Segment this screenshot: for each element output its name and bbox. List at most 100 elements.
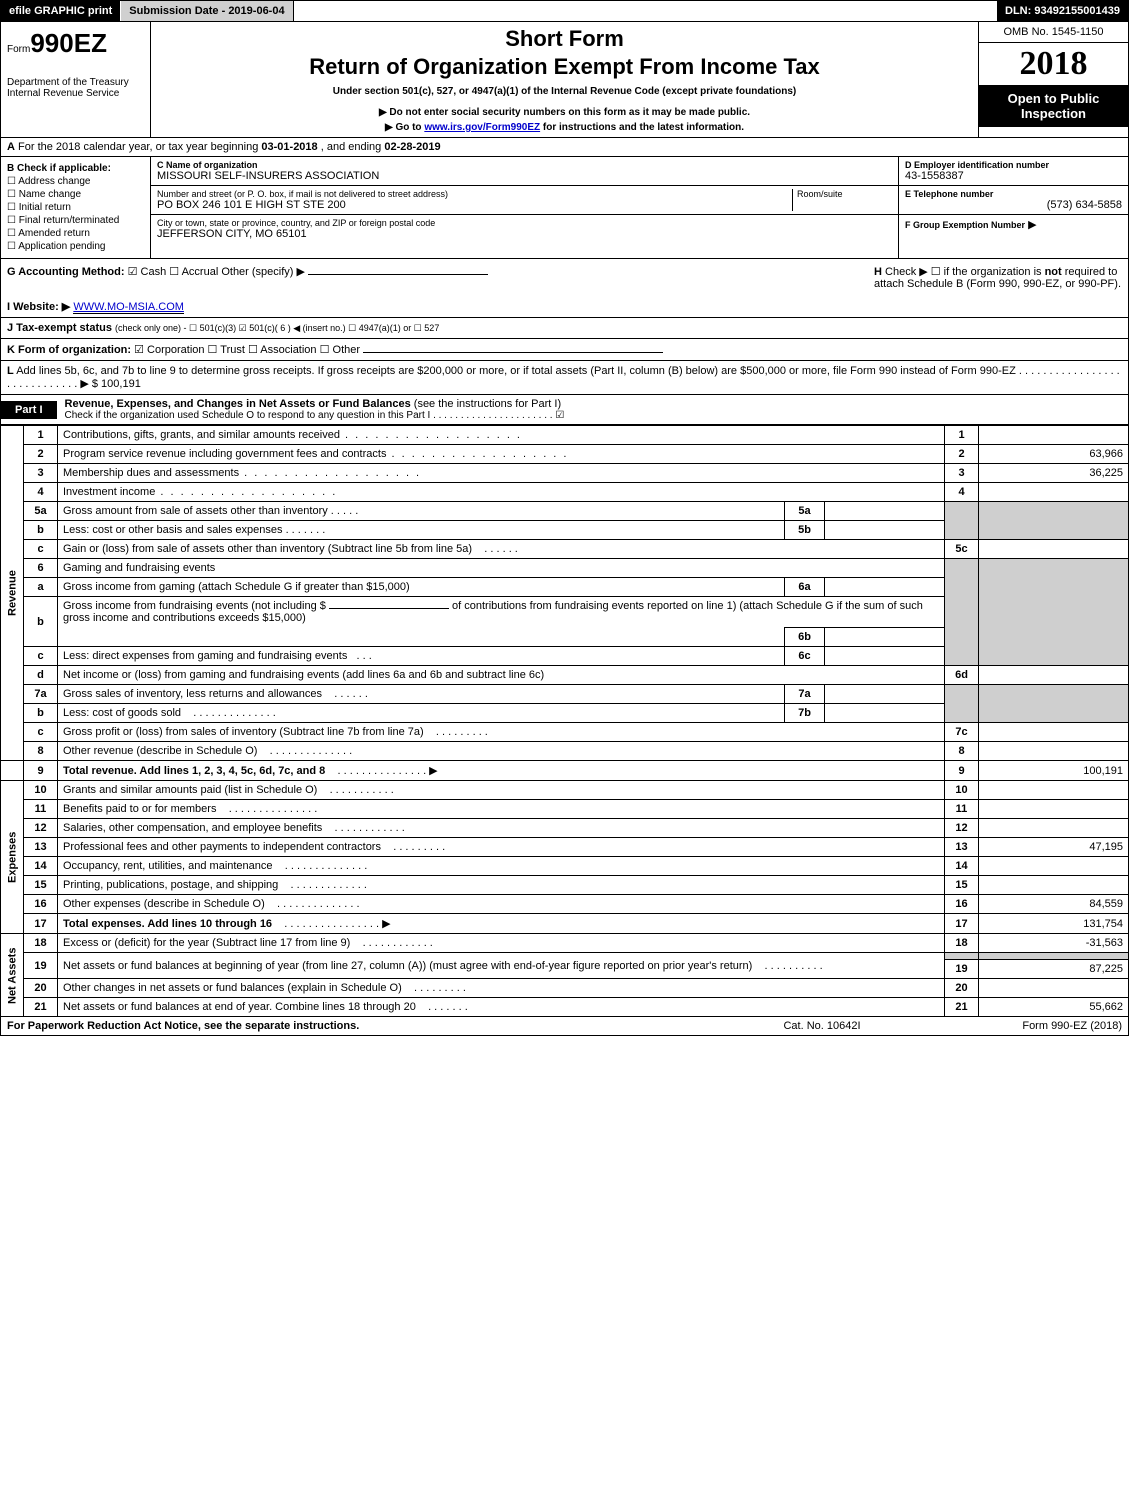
k-text: ☑ Corporation ☐ Trust ☐ Association ☐ Ot… xyxy=(134,344,360,356)
l20-desc: Other changes in net assets or fund bala… xyxy=(63,982,402,994)
d-label: D Employer identification number xyxy=(905,160,1049,170)
side-expenses: Expenses xyxy=(1,781,24,934)
chk-cash[interactable]: Cash xyxy=(128,266,167,278)
l7a-mn: 7a xyxy=(785,685,825,704)
l6d-num: d xyxy=(24,666,58,685)
l2-desc: Program service revenue including govern… xyxy=(63,448,568,460)
l6d-rn: 6d xyxy=(945,666,979,685)
city-label: City or town, state or province, country… xyxy=(157,218,892,228)
side-revenue: Revenue xyxy=(1,426,24,761)
l5c-desc: Gain or (loss) from sale of assets other… xyxy=(63,543,472,555)
chk-initial-return[interactable]: Initial return xyxy=(7,202,144,213)
line-14: 14 Occupancy, rent, utilities, and maint… xyxy=(1,857,1129,876)
l9-val: 100,191 xyxy=(979,761,1129,781)
dept-line1: Department of the Treasury xyxy=(7,77,144,88)
l6c-desc: Less: direct expenses from gaming and fu… xyxy=(63,650,347,662)
form-header: Form990EZ Department of the Treasury Int… xyxy=(0,22,1129,138)
l7c-desc: Gross profit or (loss) from sales of inv… xyxy=(63,726,424,738)
c-label: C Name of organization xyxy=(157,160,258,170)
l5a-num: 5a xyxy=(24,502,58,521)
l6-shade1 xyxy=(945,559,979,666)
l6a-mv xyxy=(825,578,945,597)
goto-post: for instructions and the latest informat… xyxy=(543,122,744,133)
l1-val xyxy=(979,426,1129,445)
l6b-mv xyxy=(825,628,945,647)
section-b: B Check if applicable: Address change Na… xyxy=(0,157,1129,259)
open-line2: Inspection xyxy=(983,106,1124,121)
l15-rn: 15 xyxy=(945,876,979,895)
irs-link[interactable]: www.irs.gov/Form990EZ xyxy=(424,122,540,133)
line-12: 12 Salaries, other compensation, and emp… xyxy=(1,819,1129,838)
tax-year-begin: 03-01-2018 xyxy=(261,141,317,153)
line-19a: 19 Net assets or fund balances at beginn… xyxy=(1,953,1129,960)
l3-num: 3 xyxy=(24,464,58,483)
dln-label: DLN: 93492155001439 xyxy=(997,1,1128,21)
efile-print-button[interactable]: efile GRAPHIC print xyxy=(1,1,121,21)
right-block: OMB No. 1545-1150 2018 Open to Public In… xyxy=(978,22,1128,137)
chk-accrual[interactable]: Accrual xyxy=(169,266,218,278)
chk-address-change[interactable]: Address change xyxy=(7,176,144,187)
chk-name-change[interactable]: Name change xyxy=(7,189,144,200)
website-link[interactable]: WWW.MO-MSIA.COM xyxy=(73,301,184,314)
l15-desc: Printing, publications, postage, and shi… xyxy=(63,879,278,891)
line-13: 13 Professional fees and other payments … xyxy=(1,838,1129,857)
l6-shade2 xyxy=(979,559,1129,666)
l21-num: 21 xyxy=(24,998,58,1017)
l9-desc: Total revenue. Add lines 1, 2, 3, 4, 5c,… xyxy=(63,765,325,777)
ein-value: 43-1558387 xyxy=(905,170,1122,182)
line-11: 11 Benefits paid to or for members . . .… xyxy=(1,800,1129,819)
l16-num: 16 xyxy=(24,895,58,914)
street-value: PO BOX 246 101 E HIGH ST STE 200 xyxy=(157,199,792,211)
l4-val xyxy=(979,483,1129,502)
line-8: 8 Other revenue (describe in Schedule O)… xyxy=(1,742,1129,761)
l20-val xyxy=(979,979,1129,998)
label-a: A xyxy=(7,141,15,153)
l12-rn: 12 xyxy=(945,819,979,838)
line-21: 21 Net assets or fund balances at end of… xyxy=(1,998,1129,1017)
h-label: H xyxy=(874,266,882,278)
org-name: MISSOURI SELF-INSURERS ASSOCIATION xyxy=(157,170,892,182)
l14-desc: Occupancy, rent, utilities, and maintena… xyxy=(63,860,273,872)
l21-val: 55,662 xyxy=(979,998,1129,1017)
chk-final-return[interactable]: Final return/terminated xyxy=(7,215,144,226)
l6c-mv xyxy=(825,647,945,666)
l7ab-shade1 xyxy=(945,685,979,723)
l2-rn: 2 xyxy=(945,445,979,464)
l12-num: 12 xyxy=(24,819,58,838)
col-c: C Name of organization MISSOURI SELF-INS… xyxy=(151,157,898,258)
l6a-mn: 6a xyxy=(785,578,825,597)
l14-rn: 14 xyxy=(945,857,979,876)
l8-val xyxy=(979,742,1129,761)
tax-year-end: 02-28-2019 xyxy=(384,141,440,153)
submission-date: Submission Date - 2019-06-04 xyxy=(121,1,293,21)
l6c-num: c xyxy=(24,647,58,666)
part1-tab: Part I xyxy=(1,401,57,419)
l6d-val xyxy=(979,666,1129,685)
col-b: B Check if applicable: Address change Na… xyxy=(1,157,151,258)
l7b-num: b xyxy=(24,704,58,723)
row-k: K Form of organization: ☑ Corporation ☐ … xyxy=(0,338,1129,360)
col-def: D Employer identification number 43-1558… xyxy=(898,157,1128,258)
l5a-mn: 5a xyxy=(785,502,825,521)
part1-title-wrap: Revenue, Expenses, and Changes in Net As… xyxy=(57,395,573,424)
l5b-num: b xyxy=(24,521,58,540)
l3-desc: Membership dues and assessments xyxy=(63,467,421,479)
line-3: 3 Membership dues and assessments 3 36,2… xyxy=(1,464,1129,483)
chk-app-pending[interactable]: Application pending xyxy=(7,241,144,252)
l15-val xyxy=(979,876,1129,895)
short-form-label: Short Form xyxy=(161,26,968,52)
tax-year: 2018 xyxy=(979,43,1128,85)
line-6: 6 Gaming and fundraising events xyxy=(1,559,1129,578)
line-9: 9 Total revenue. Add lines 1, 2, 3, 4, 5… xyxy=(1,761,1129,781)
k-label: K Form of organization: xyxy=(7,344,131,356)
other-specify-line xyxy=(308,274,488,275)
title-block: Short Form Return of Organization Exempt… xyxy=(151,22,978,137)
l10-val xyxy=(979,781,1129,800)
chk-amended[interactable]: Amended return xyxy=(7,228,144,239)
line-6d: d Net income or (loss) from gaming and f… xyxy=(1,666,1129,685)
l5a-mv xyxy=(825,502,945,521)
open-line1: Open to Public xyxy=(983,91,1124,106)
f-label: F Group Exemption Number xyxy=(905,220,1025,230)
l17-val: 131,754 xyxy=(979,914,1129,934)
l-amount: 100,191 xyxy=(101,378,141,390)
